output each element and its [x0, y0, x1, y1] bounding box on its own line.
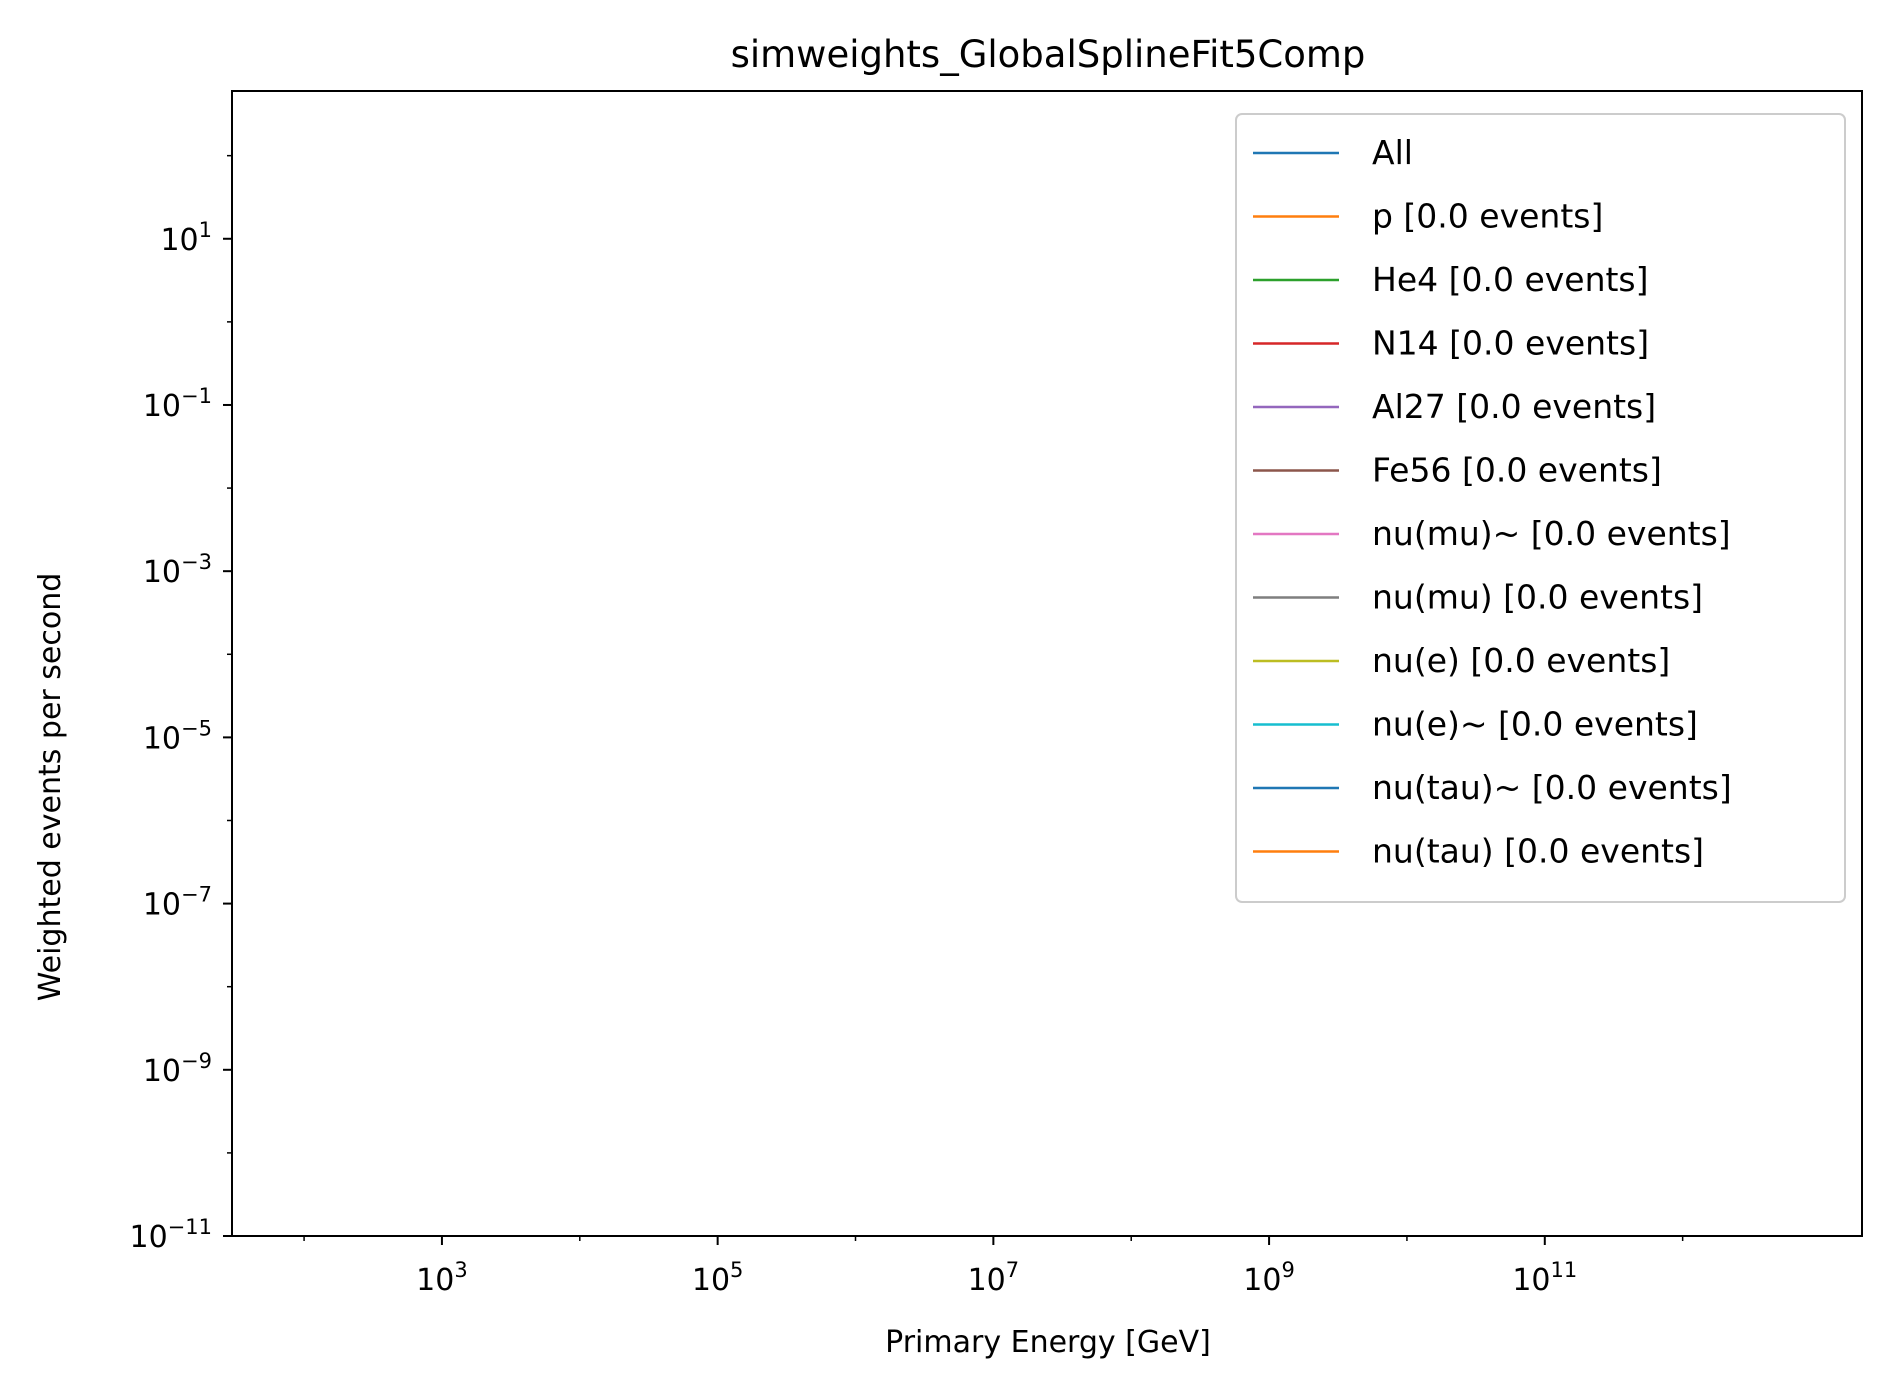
y-tick-label: 101	[160, 218, 212, 258]
x-tick-label: 103	[416, 1258, 468, 1298]
legend-label: p [0.0 events]	[1372, 197, 1603, 236]
legend-label: N14 [0.0 events]	[1372, 324, 1649, 363]
y-tick-label: 10−1	[143, 384, 212, 424]
x-axis-label: Primary Energy [GeV]	[885, 1325, 1211, 1360]
y-axis-label: Weighted events per second	[33, 573, 68, 1002]
y-tick-label: 10−7	[143, 883, 212, 923]
x-axis: 103 105 107 109 1011	[303, 1236, 1684, 1298]
legend-label: nu(mu) [0.0 events]	[1372, 578, 1703, 617]
legend: All p [0.0 events] He4 [0.0 events] N14 [0.…	[1235, 113, 1846, 903]
x-tick-label: 109	[1243, 1258, 1295, 1298]
legend-label: nu(e) [0.0 events]	[1372, 641, 1670, 680]
legend-label: nu(tau) [0.0 events]	[1372, 832, 1704, 871]
axes-frame	[231, 90, 1863, 1237]
legend-label: nu(mu)~ [0.0 events]	[1372, 514, 1731, 553]
y-tick-label: 10−3	[143, 550, 212, 590]
y-tick-label: 10−5	[143, 716, 212, 756]
legend-label: All	[1372, 133, 1413, 172]
legend-label: nu(e)~ [0.0 events]	[1372, 705, 1698, 744]
legend-label: He4 [0.0 events]	[1372, 260, 1649, 299]
y-tick-label: 10−11	[129, 1215, 212, 1255]
x-tick-label: 107	[968, 1258, 1020, 1298]
x-tick-label: 1011	[1512, 1258, 1577, 1298]
legend-box	[1235, 113, 1846, 903]
plot-area	[231, 90, 1863, 1237]
y-tick-label: 10−9	[143, 1049, 212, 1089]
y-axis: 10−11 10−9 10−7 10−5 10−3 10−1 101	[129, 154, 232, 1255]
chart-title: simweights_GlobalSplineFit5Comp	[731, 33, 1366, 76]
legend-label: Al27 [0.0 events]	[1372, 387, 1656, 426]
legend-label: nu(tau)~ [0.0 events]	[1372, 768, 1732, 807]
x-tick-label: 105	[692, 1258, 744, 1298]
legend-label: Fe56 [0.0 events]	[1372, 451, 1662, 490]
